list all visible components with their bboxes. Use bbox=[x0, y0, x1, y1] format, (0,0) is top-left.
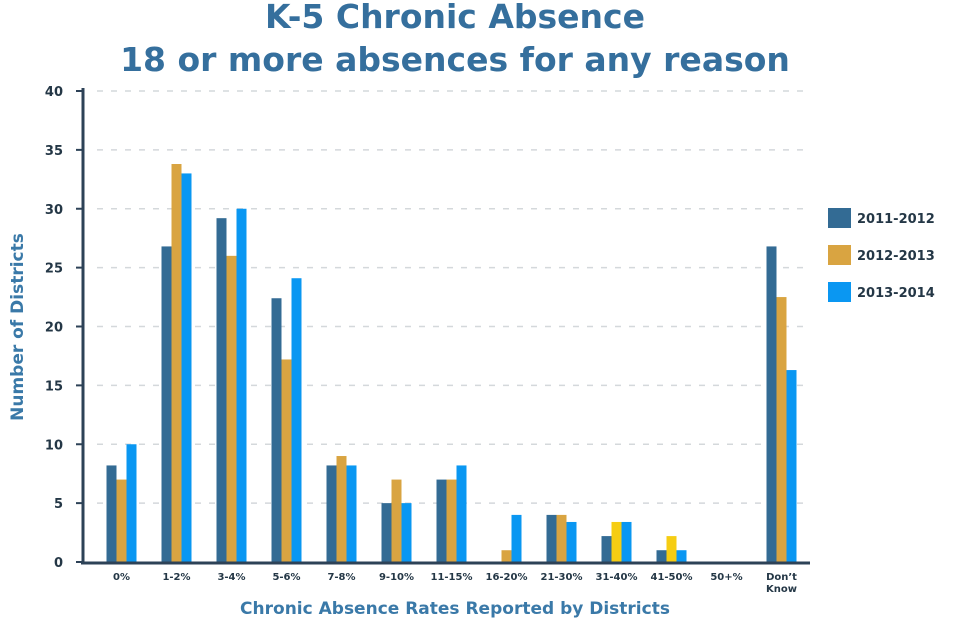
bar bbox=[566, 521, 577, 562]
x-tick-label: 9-10% bbox=[379, 572, 414, 583]
legend-swatch bbox=[828, 282, 851, 302]
x-tick-label: 21-30% bbox=[540, 572, 582, 583]
x-tick-label: 5-6% bbox=[272, 572, 300, 583]
x-tick-label: 0% bbox=[113, 572, 130, 583]
bar bbox=[106, 465, 117, 562]
chart-title: K-5 Chronic Absence bbox=[265, 0, 645, 36]
bar bbox=[511, 514, 522, 562]
chart-subtitle: 18 or more absences for any reason bbox=[120, 40, 790, 79]
y-tick-label: 10 bbox=[45, 438, 63, 453]
bar bbox=[181, 173, 192, 563]
legend-swatch bbox=[828, 245, 851, 265]
legend: 2011-2012 2012-2013 2013-2014 bbox=[828, 208, 935, 302]
bar bbox=[171, 164, 182, 562]
bar bbox=[611, 521, 622, 562]
bar bbox=[336, 456, 347, 562]
y-tick-label: 40 bbox=[45, 85, 63, 100]
bar bbox=[786, 370, 797, 562]
bar bbox=[381, 503, 392, 562]
y-tick-label: 20 bbox=[45, 321, 63, 336]
bar bbox=[281, 359, 292, 562]
y-tick-label: 25 bbox=[45, 262, 63, 277]
x-tick-label-line: Know bbox=[766, 584, 797, 595]
y-tick-label: 15 bbox=[45, 379, 63, 394]
bar bbox=[116, 479, 127, 562]
bar bbox=[456, 465, 467, 562]
gridlines bbox=[97, 90, 810, 504]
bar bbox=[776, 297, 787, 562]
bar bbox=[766, 246, 777, 562]
x-tick-label: 16-20% bbox=[485, 572, 527, 583]
x-tick-label: 1-2% bbox=[162, 572, 190, 583]
x-tick-label: 7-8% bbox=[327, 572, 355, 583]
bar bbox=[216, 218, 227, 563]
bar bbox=[346, 465, 357, 562]
legend-swatch bbox=[828, 208, 851, 228]
bar bbox=[676, 550, 687, 562]
bar bbox=[621, 521, 632, 562]
bars bbox=[106, 164, 797, 563]
y-ticks: 0 5 10 15 20 25 30 35 40 bbox=[45, 85, 83, 571]
x-tick-label: 31-40% bbox=[595, 572, 637, 583]
y-tick-label: 30 bbox=[45, 203, 63, 218]
bar bbox=[391, 479, 402, 562]
x-tick-label: Don’t Know bbox=[766, 572, 797, 595]
bar bbox=[226, 255, 237, 562]
y-tick-label: 0 bbox=[54, 556, 63, 571]
bar bbox=[446, 479, 457, 562]
bar bbox=[501, 550, 512, 562]
bar bbox=[126, 444, 137, 562]
bar bbox=[601, 536, 612, 562]
x-tick-label: 50+% bbox=[710, 572, 742, 583]
x-tick-label: 3-4% bbox=[217, 572, 245, 583]
y-axis-title: Number of Districts bbox=[8, 233, 28, 421]
x-tick-label: 11-15% bbox=[430, 572, 472, 583]
x-tick-label: 41-50% bbox=[650, 572, 692, 583]
bar bbox=[436, 479, 447, 562]
legend-label: 2011-2012 bbox=[857, 212, 935, 227]
x-ticks: 0% 1-2% 3-4% 5-6% 7-8% 9-10% 11-15% 16-20% 21-30… bbox=[113, 572, 797, 595]
bar bbox=[556, 514, 567, 562]
x-axis-title: Chronic Absence Rates Reported by Distri… bbox=[240, 599, 670, 619]
bar bbox=[401, 503, 412, 562]
legend-label: 2012-2013 bbox=[857, 249, 935, 264]
y-tick-label: 35 bbox=[45, 144, 63, 159]
bar bbox=[291, 278, 302, 562]
bar bbox=[326, 465, 337, 562]
bar bbox=[161, 246, 172, 562]
legend-label: 2013-2014 bbox=[857, 286, 935, 301]
bar bbox=[546, 514, 557, 562]
bar bbox=[236, 208, 247, 562]
bar bbox=[666, 536, 677, 562]
bar bbox=[271, 298, 282, 562]
bar bbox=[656, 550, 667, 562]
y-tick-label: 5 bbox=[54, 497, 63, 512]
x-tick-label-line: Don’t bbox=[766, 572, 797, 583]
